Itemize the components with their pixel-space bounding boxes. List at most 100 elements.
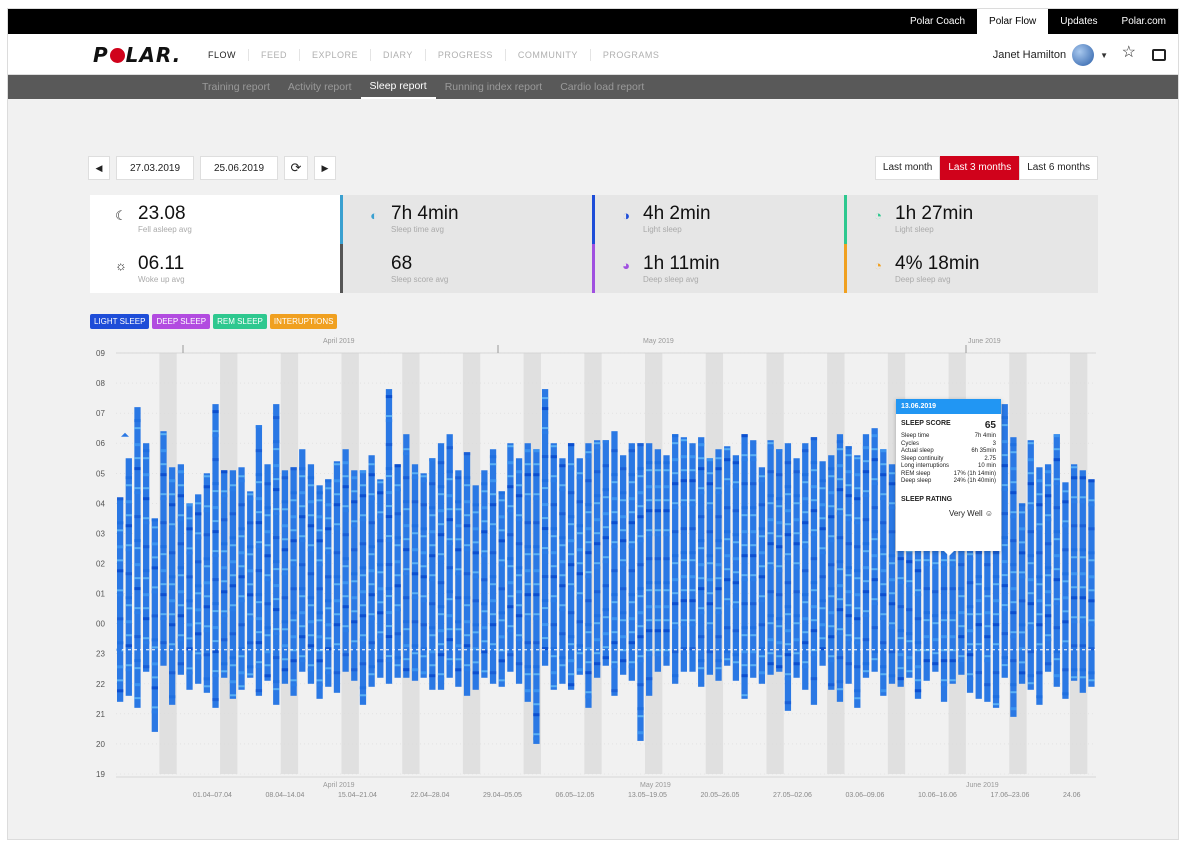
sleep-segment bbox=[160, 613, 167, 616]
sleep-segment bbox=[489, 503, 497, 507]
sleep-segment bbox=[143, 497, 150, 501]
sleep-segment bbox=[316, 529, 323, 532]
sleep-segment bbox=[672, 562, 679, 565]
user-menu[interactable]: Janet Hamilton ▼ bbox=[993, 44, 1108, 66]
sleep-segment bbox=[1036, 623, 1043, 627]
nav-item-progress[interactable]: PROGRESS bbox=[426, 48, 506, 61]
sleep-segment bbox=[195, 632, 202, 636]
subnav-item[interactable]: Running index report bbox=[444, 81, 543, 93]
message-icon[interactable] bbox=[1152, 49, 1166, 61]
sleep-segment bbox=[394, 488, 401, 492]
top-link[interactable]: Updates bbox=[1060, 16, 1098, 27]
prev-arrow-icon[interactable]: ◀ bbox=[88, 156, 110, 180]
sleep-segment bbox=[394, 656, 401, 660]
light-sleep-icon: ◑ bbox=[622, 208, 630, 223]
sleep-segment bbox=[923, 619, 930, 622]
sleep-segment bbox=[429, 626, 436, 630]
sleep-segment bbox=[316, 611, 323, 615]
sleep-segment bbox=[195, 608, 202, 612]
week-label: 22.04–28.04 bbox=[411, 792, 450, 799]
subnav-item[interactable]: Training report bbox=[202, 81, 270, 93]
user-name[interactable]: Janet Hamilton bbox=[992, 49, 1067, 61]
sleep-segment bbox=[143, 521, 150, 525]
sleep-segment bbox=[212, 650, 219, 654]
sleep-segment bbox=[663, 461, 670, 465]
sleep-segment bbox=[880, 473, 887, 477]
nav-item-feed[interactable]: FEED bbox=[249, 48, 301, 61]
sleep-segment bbox=[732, 533, 740, 537]
nav-item-diary[interactable]: DIARY bbox=[371, 48, 426, 61]
sleep-segment bbox=[411, 562, 419, 565]
range-button[interactable]: Last month bbox=[874, 156, 941, 180]
legend-chip[interactable]: DEEP SLEEP bbox=[152, 314, 211, 329]
nav-item-flow[interactable]: FLOW bbox=[196, 48, 249, 61]
sleep-bar bbox=[637, 443, 644, 741]
sleep-segment bbox=[576, 668, 583, 672]
sleep-segment bbox=[463, 572, 471, 576]
sleep-segment bbox=[316, 499, 323, 502]
month-label-top: May 2019 bbox=[643, 338, 674, 345]
subnav-item[interactable]: Sleep report bbox=[360, 75, 436, 99]
sleep-segment bbox=[654, 469, 661, 472]
sleep-segment bbox=[732, 485, 740, 489]
sleep-segment bbox=[351, 596, 358, 600]
sleep-segment bbox=[342, 565, 349, 568]
nav-item-explore[interactable]: EXPLORE bbox=[300, 48, 372, 61]
sleep-segment bbox=[1070, 496, 1078, 499]
sleep-segment bbox=[784, 701, 792, 705]
sleep-segment bbox=[880, 593, 887, 597]
top-link[interactable]: Polar Flow bbox=[977, 9, 1049, 34]
avg-marker bbox=[116, 647, 122, 653]
sleep-segment bbox=[151, 526, 158, 529]
sleep-segment bbox=[567, 673, 575, 676]
sleep-segment bbox=[871, 626, 878, 630]
subnav-item[interactable]: Cardio load report bbox=[560, 81, 645, 93]
subnav-item[interactable]: Activity report bbox=[287, 81, 352, 93]
legend-chip[interactable]: REM SLEEP bbox=[213, 314, 267, 329]
sleep-segment bbox=[854, 641, 861, 645]
sleep-segment bbox=[854, 457, 861, 460]
refresh-icon[interactable]: ⟳ bbox=[284, 156, 308, 180]
top-link[interactable]: Polar.com bbox=[1121, 16, 1166, 27]
legend-chip[interactable]: INTERUPTIONS bbox=[269, 314, 338, 329]
end-date-field[interactable]: 25.06.2019 bbox=[200, 156, 278, 180]
chevron-down-icon[interactable]: ▼ bbox=[1100, 50, 1108, 60]
y-tick-label: 06 bbox=[96, 439, 105, 448]
avatar[interactable] bbox=[1072, 44, 1095, 66]
sleep-segment bbox=[411, 524, 419, 528]
range-button[interactable]: Last 6 months bbox=[1019, 156, 1098, 180]
smile-icon: ☺ bbox=[984, 508, 993, 518]
sleep-segment bbox=[567, 643, 575, 646]
start-date-field[interactable]: 27.03.2019 bbox=[116, 156, 194, 180]
sleep-segment bbox=[819, 599, 826, 603]
sleep-segment bbox=[776, 655, 783, 658]
sleep-segment bbox=[463, 664, 471, 667]
week-label: 29.04–05.05 bbox=[483, 792, 522, 799]
sleep-segment bbox=[550, 503, 557, 507]
polar-logo[interactable]: P LAR. bbox=[93, 43, 182, 67]
nav-item-community[interactable]: COMMUNITY bbox=[506, 48, 591, 61]
sleep-segment bbox=[238, 623, 245, 627]
tooltip-row: Actual sleep 6h 35min bbox=[896, 448, 1001, 456]
top-link[interactable]: Polar Coach bbox=[910, 16, 966, 27]
sleep-segment bbox=[221, 662, 228, 666]
range-button[interactable]: Last 3 months bbox=[940, 156, 1020, 180]
legend-chip[interactable]: LIGHT SLEEP bbox=[90, 314, 150, 329]
star-icon[interactable]: ☆ bbox=[1121, 44, 1136, 61]
sleep-segment bbox=[403, 568, 410, 571]
next-arrow-icon[interactable]: ▶ bbox=[314, 156, 336, 180]
sleep-bar bbox=[125, 458, 132, 696]
nav-item-programs[interactable]: PROGRAMS bbox=[602, 49, 660, 60]
sleep-segment bbox=[229, 584, 237, 588]
sleep-segment bbox=[1027, 682, 1034, 685]
sleep-segment bbox=[498, 529, 505, 532]
sleep-segment bbox=[255, 449, 263, 453]
sleep-segment bbox=[637, 539, 644, 543]
sleep-segment bbox=[429, 650, 436, 654]
sleep-bar bbox=[273, 404, 280, 705]
tooltip-row: Cycles 3 bbox=[896, 441, 1001, 449]
sleep-segment bbox=[602, 556, 609, 559]
sleep-segment bbox=[593, 442, 601, 445]
sleep-segment bbox=[1053, 578, 1060, 582]
sleep-segment bbox=[888, 472, 896, 475]
